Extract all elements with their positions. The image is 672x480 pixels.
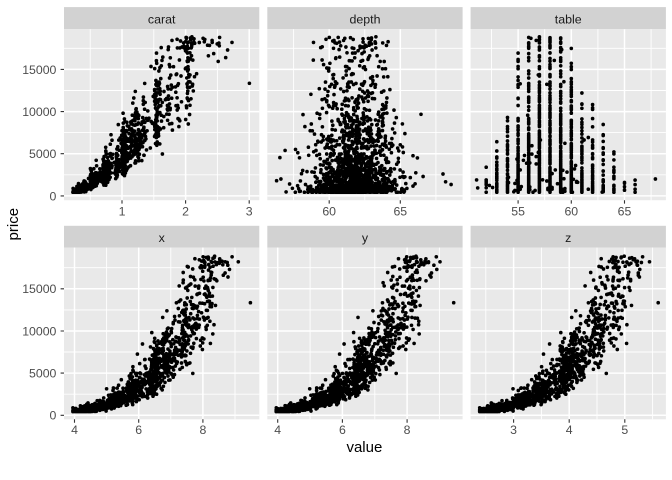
svg-text:6: 6 (339, 423, 346, 437)
svg-text:8: 8 (404, 423, 411, 437)
svg-text:15000: 15000 (22, 63, 56, 77)
svg-text:4: 4 (566, 423, 573, 437)
svg-text:65: 65 (393, 205, 407, 219)
svg-text:3: 3 (510, 423, 517, 437)
svg-text:5000: 5000 (29, 147, 57, 161)
svg-text:price: price (5, 208, 22, 241)
svg-text:55: 55 (511, 205, 525, 219)
svg-text:60: 60 (322, 205, 336, 219)
svg-text:5: 5 (621, 423, 628, 437)
svg-text:depth: depth (349, 12, 380, 26)
svg-text:3: 3 (246, 205, 253, 219)
svg-text:65: 65 (618, 205, 632, 219)
svg-text:2: 2 (182, 205, 189, 219)
svg-text:y: y (362, 231, 369, 245)
svg-text:0: 0 (50, 189, 57, 203)
svg-text:x: x (159, 231, 166, 245)
svg-text:10000: 10000 (22, 324, 56, 338)
svg-text:10000: 10000 (22, 105, 56, 119)
svg-text:table: table (555, 12, 582, 26)
svg-text:1: 1 (119, 205, 126, 219)
svg-text:8: 8 (199, 423, 206, 437)
svg-text:4: 4 (274, 423, 281, 437)
svg-text:6: 6 (135, 423, 142, 437)
svg-text:5000: 5000 (29, 367, 57, 381)
svg-text:0: 0 (50, 409, 57, 423)
svg-text:carat: carat (148, 12, 176, 26)
svg-text:z: z (565, 231, 571, 245)
svg-text:15000: 15000 (22, 282, 56, 296)
svg-text:60: 60 (564, 205, 578, 219)
svg-text:4: 4 (71, 423, 78, 437)
svg-text:value: value (346, 439, 382, 456)
